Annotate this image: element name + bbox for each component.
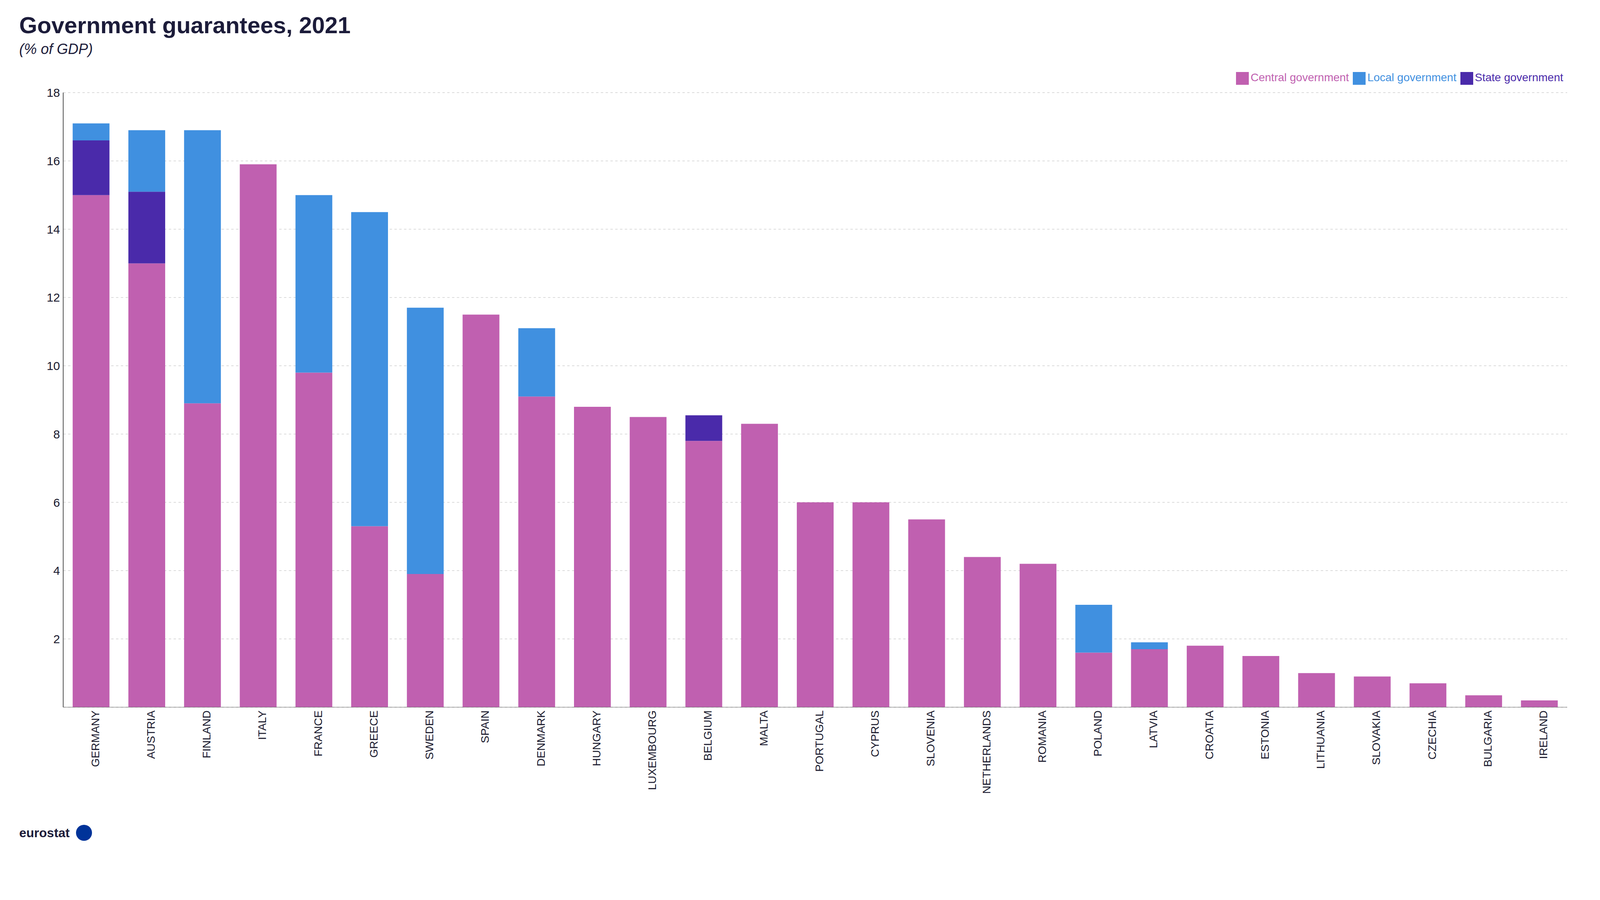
svg-text:CROATIA: CROATIA	[1203, 710, 1216, 760]
svg-text:12: 12	[46, 290, 60, 304]
svg-text:16: 16	[46, 154, 60, 168]
svg-text:SPAIN: SPAIN	[478, 710, 492, 744]
svg-text:ESTONIA: ESTONIA	[1258, 710, 1272, 760]
svg-text:CZECHIA: CZECHIA	[1426, 710, 1439, 760]
html-text:State government: State government	[1474, 71, 1564, 84]
html-text:Central government: Central government	[1250, 71, 1349, 84]
svg-text:ITALY: ITALY	[256, 710, 269, 740]
svg-text:LUXEMBOURG: LUXEMBOURG	[646, 710, 659, 790]
html-text:eurostat: eurostat	[19, 825, 70, 840]
svg-text:PORTUGAL: PORTUGAL	[813, 710, 826, 772]
svg-text:14: 14	[46, 222, 60, 236]
svg-text:SLOVAKIA: SLOVAKIA	[1370, 710, 1383, 766]
svg-text:6: 6	[53, 496, 60, 510]
svg-text:FRANCE: FRANCE	[312, 710, 325, 757]
svg-text:LITHUANIA: LITHUANIA	[1314, 710, 1327, 770]
svg-text:10: 10	[46, 359, 60, 373]
svg-text:8: 8	[53, 427, 60, 441]
svg-text:GERMANY: GERMANY	[89, 710, 102, 768]
svg-text:2: 2	[53, 632, 60, 646]
svg-text:SLOVENIA: SLOVENIA	[924, 710, 937, 767]
svg-text:DENMARK: DENMARK	[534, 710, 548, 767]
svg-text:ROMANIA: ROMANIA	[1036, 710, 1049, 763]
svg-text:4: 4	[53, 564, 60, 578]
svg-text:CYPRUS: CYPRUS	[868, 710, 882, 758]
svg-text:18: 18	[46, 86, 60, 100]
svg-text:MALTA: MALTA	[757, 710, 770, 747]
svg-text:LATVIA: LATVIA	[1147, 710, 1160, 749]
svg-text:SWEDEN: SWEDEN	[423, 710, 436, 760]
html-text:Local government: Local government	[1367, 71, 1457, 84]
svg-text:POLAND: POLAND	[1091, 710, 1104, 757]
svg-text:BULGARIA: BULGARIA	[1481, 710, 1494, 768]
svg-text:HUNGARY: HUNGARY	[590, 710, 603, 767]
svg-text:GREECE: GREECE	[367, 710, 380, 758]
svg-text:FINLAND: FINLAND	[200, 710, 213, 759]
svg-text:BELGIUM: BELGIUM	[701, 710, 714, 761]
html-text:(% of GDP): (% of GDP)	[19, 40, 93, 58]
svg-text:NETHERLANDS: NETHERLANDS	[980, 710, 993, 794]
html-text:Government guarantees, 2021: Government guarantees, 2021	[19, 12, 351, 38]
svg-text:AUSTRIA: AUSTRIA	[144, 710, 158, 760]
svg-text:IRELAND: IRELAND	[1537, 710, 1550, 759]
